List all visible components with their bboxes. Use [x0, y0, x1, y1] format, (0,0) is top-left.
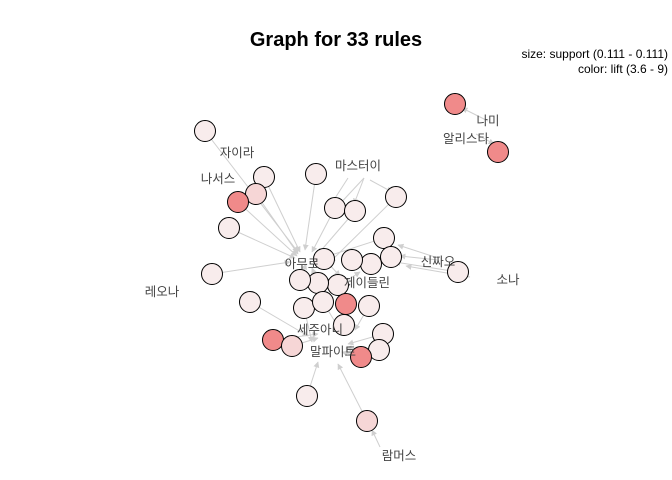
rule-edge: [461, 107, 489, 122]
legend-size: size: support (0.111 - 0.111): [521, 47, 668, 61]
rule-node: [344, 200, 366, 222]
item-label: 소나: [496, 272, 520, 287]
rule-node: [218, 217, 240, 239]
rule-node: [289, 269, 311, 291]
rule-node: [312, 291, 334, 313]
item-label: 레오나: [145, 284, 180, 299]
rule-node: [350, 346, 372, 368]
item-label: 마스터이: [335, 158, 381, 173]
rule-node: [324, 197, 346, 219]
rule-node: [360, 253, 382, 275]
rule-node: [444, 93, 466, 115]
item-label: 제이들린: [344, 275, 390, 290]
rule-edge: [353, 177, 365, 205]
item-label: 자이라: [220, 145, 255, 160]
rule-edge: [228, 227, 296, 259]
item-label: 람머스: [382, 448, 417, 463]
rule-node: [487, 141, 509, 163]
rule-edge: [329, 196, 397, 263]
rule-node: [239, 291, 261, 313]
rule-node: [380, 246, 402, 268]
rule-edge: [263, 176, 301, 253]
item-label: 말파이트: [310, 344, 356, 359]
rule-node: [296, 385, 318, 407]
rule-nodes-layer: [194, 93, 509, 432]
legend-color: color: lift (3.6 - 9): [578, 62, 668, 76]
item-label: 나서스: [201, 171, 236, 186]
rule-node: [335, 293, 357, 315]
rule-edge: [249, 301, 309, 337]
graph-title: Graph for 33 rules: [250, 29, 422, 51]
rule-node: [358, 295, 380, 317]
rule-node: [333, 314, 355, 336]
rule-node: [373, 227, 395, 249]
item-label: 세주아니: [297, 322, 343, 337]
rule-node: [341, 249, 363, 271]
item-label: 알리스타: [443, 131, 490, 146]
rule-node: [262, 329, 284, 351]
rule-node: [313, 248, 335, 270]
rule-node: [305, 163, 327, 185]
item-label: 아무로: [285, 256, 320, 271]
rule-edge: [302, 173, 317, 251]
rule-node: [447, 261, 469, 283]
rule-node: [227, 191, 249, 213]
rule-edge: [475, 133, 495, 145]
rule-edge: [397, 243, 439, 259]
rule-node: [201, 263, 223, 285]
rule-edge: [399, 253, 439, 261]
rule-node: [194, 120, 216, 142]
rule-node: [293, 297, 315, 319]
item-label: 나미: [476, 113, 499, 128]
rule-node: [281, 335, 303, 357]
rule-edge: [237, 201, 298, 257]
rule-edge: [211, 259, 291, 275]
rule-node: [307, 272, 329, 294]
item-label: 신짜오: [421, 254, 456, 269]
rule-node: [356, 410, 378, 432]
rule-edge: [255, 193, 299, 255]
rule-edge: [371, 429, 381, 448]
rule-node: [385, 186, 407, 208]
